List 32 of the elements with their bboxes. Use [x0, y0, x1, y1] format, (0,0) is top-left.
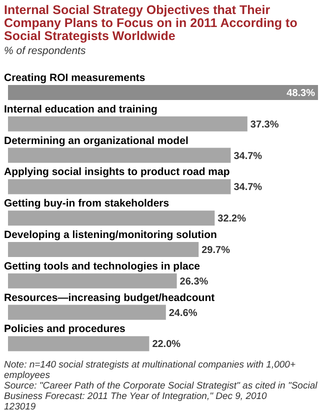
y-tick-label: Creating ROI measurements [4, 72, 146, 84]
y-tick-label: Internal education and training [4, 103, 158, 116]
bar [8, 273, 177, 288]
data-label: 32.2% [218, 214, 246, 225]
bar [8, 85, 318, 100]
data-label: 22.0% [152, 339, 181, 350]
data-label: 34.7% [234, 182, 262, 194]
bar [8, 242, 199, 257]
y-tick-label: Policies and procedures [4, 323, 126, 336]
y-tick-label: Resources—increasing budget/headcount [4, 292, 216, 304]
text: 123019 [4, 402, 36, 411]
y-tick-label: Getting tools and technologies in place [4, 260, 200, 272]
y-tick-label: Determining an organizational model [4, 134, 188, 147]
bar [8, 116, 248, 132]
data-label: 26.3% [180, 276, 208, 288]
bar [8, 148, 231, 163]
bar [8, 179, 231, 194]
data-label: 37.3% [250, 119, 279, 130]
bar [8, 304, 166, 320]
data-label: 24.6% [168, 308, 198, 319]
bar [8, 336, 150, 352]
data-label: 34.7% [234, 150, 262, 162]
y-tick-label: Developing a listening/monitoring solution [4, 229, 217, 241]
y-tick-label: Getting buy-in from stakeholders [4, 198, 170, 210]
data-label: 29.7% [202, 245, 230, 256]
text: Note: n=140 social strategists at multinational companies with 1,000+ employees [4, 360, 296, 382]
bar [8, 210, 215, 226]
y-tick-label: Applying social insights to product road map [4, 166, 230, 178]
chart-subtitle: % of respondents [4, 45, 86, 57]
data-label: 48.3% [286, 88, 316, 99]
chart-title: Internal Social Strategy Objectives that Their Company Plans to Focus on in 2011 According to Social Strategists Worldwide [4, 3, 298, 43]
source-note: Source: "Career Path of the Corporate Social Strategist" as cited in "Social Business Forecast: 2011 The Year of Integration," Dec 9, 2010 [4, 380, 318, 402]
